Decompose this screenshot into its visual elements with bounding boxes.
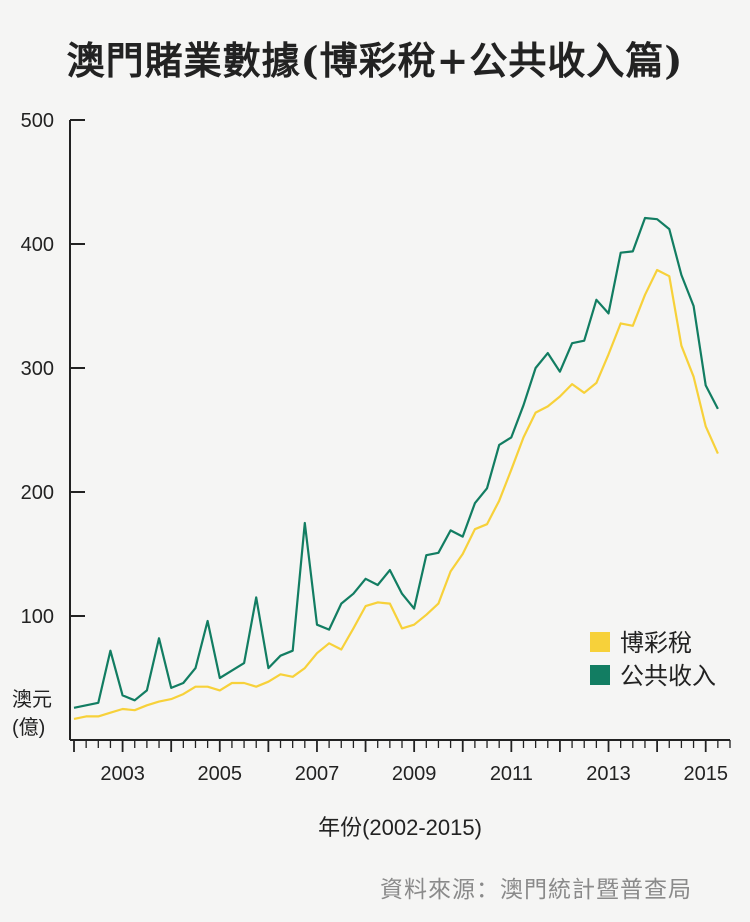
legend-label: 博彩稅	[620, 630, 692, 657]
x-tick-label: 2007	[295, 763, 340, 785]
y-tick-label: 300	[21, 358, 54, 380]
legend-swatch	[590, 665, 610, 685]
y-tick-label: 500	[21, 110, 54, 132]
legend-label: 公共收入	[620, 663, 716, 690]
series-line-gaming-tax	[73, 268, 719, 720]
x-tick-label: 2005	[198, 763, 243, 785]
x-tick-label: 2003	[100, 763, 145, 785]
x-tick-label: 2015	[683, 763, 728, 785]
x-axis-label: 年份(2002-2015)	[318, 815, 482, 840]
y-tick-label: 200	[21, 482, 54, 504]
y-axis-unit-line: (億)	[12, 716, 45, 739]
x-tick-label: 2009	[392, 763, 437, 785]
chart-title: 澳門賭業數據(博彩稅+公共收入篇)	[66, 38, 684, 83]
series-lines	[73, 216, 719, 720]
x-tick-label: 2011	[490, 763, 533, 785]
y-tick-label: 100	[21, 606, 54, 628]
x-tick-label: 2013	[586, 763, 631, 785]
y-tick-label: 400	[21, 234, 54, 256]
legend-swatch	[590, 632, 610, 652]
source-note: 資料來源：澳門統計暨普查局	[380, 876, 692, 902]
axes: 100 200 300 400 500 2003 2005 2007 2009 2011 2013 2…	[21, 110, 731, 785]
y-axis-unit-line: 澳元	[12, 688, 52, 711]
series-line-public-revenue	[73, 216, 719, 709]
y-axis-unit-label: 澳元 (億)	[12, 688, 52, 739]
